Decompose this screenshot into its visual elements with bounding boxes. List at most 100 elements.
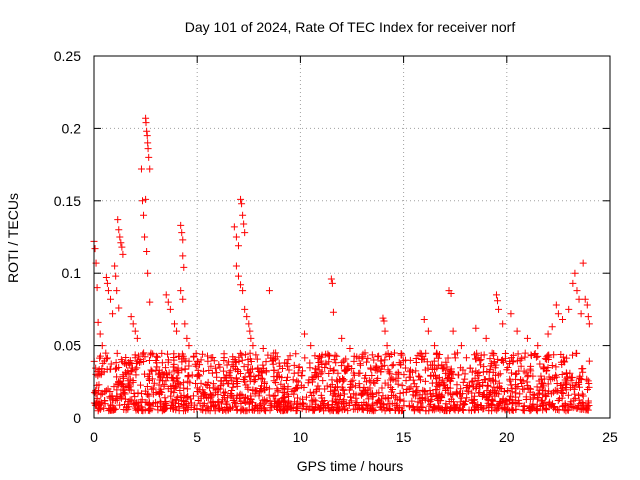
data-point [420, 316, 428, 324]
data-point [527, 406, 535, 414]
data-point [405, 373, 413, 381]
data-point [571, 269, 579, 277]
data-point [490, 351, 498, 359]
data-point [236, 349, 244, 357]
data-point [270, 377, 278, 385]
data-point [458, 405, 466, 413]
data-point [229, 383, 237, 391]
data-point [108, 396, 116, 404]
data-point [102, 349, 110, 357]
data-point [274, 406, 282, 414]
data-point [339, 403, 347, 411]
data-point [194, 397, 202, 405]
data-point [505, 360, 513, 368]
data-point [202, 407, 210, 415]
data-point [421, 377, 429, 385]
data-point [96, 354, 104, 362]
data-point [232, 262, 240, 270]
data-point [94, 318, 102, 326]
data-point [152, 388, 160, 396]
data-point [236, 390, 244, 398]
data-point [143, 127, 151, 135]
data-point [333, 399, 341, 407]
data-point [225, 358, 233, 366]
data-point [421, 366, 429, 374]
data-point [506, 392, 514, 400]
data-point [375, 397, 383, 405]
data-point [134, 389, 142, 397]
data-point [208, 392, 216, 400]
data-point [514, 350, 522, 358]
x-tick-label: 5 [193, 429, 201, 445]
data-point [542, 406, 550, 414]
data-point [146, 401, 154, 409]
data-point [233, 377, 241, 385]
data-point [359, 387, 367, 395]
data-point [207, 362, 215, 370]
data-point [337, 362, 345, 370]
data-point [524, 371, 532, 379]
x-tick-label: 15 [396, 429, 412, 445]
data-point [492, 291, 500, 299]
data-point [112, 272, 120, 280]
data-point [472, 367, 480, 375]
data-point [124, 405, 132, 413]
data-point [511, 389, 519, 397]
data-point [526, 388, 534, 396]
data-point [241, 351, 249, 359]
data-point [365, 395, 373, 403]
data-point [131, 393, 139, 401]
data-point [357, 390, 365, 398]
data-point [355, 354, 363, 362]
data-point [347, 383, 355, 391]
data-point [333, 352, 341, 360]
data-point [548, 362, 556, 370]
data-point [274, 388, 282, 396]
data-point [190, 406, 198, 414]
data-point [301, 354, 309, 362]
data-point [184, 373, 192, 381]
data-point [210, 357, 218, 365]
data-point [117, 239, 125, 247]
data-point [294, 394, 302, 402]
data-point [107, 295, 115, 303]
data-point [491, 364, 499, 372]
data-point [416, 399, 424, 407]
data-point [475, 389, 483, 397]
data-point [209, 384, 217, 392]
data-point [468, 368, 476, 376]
data-point [503, 401, 511, 409]
data-point [153, 352, 161, 360]
data-point [183, 385, 191, 393]
data-point [247, 358, 255, 366]
data-point [433, 386, 441, 394]
data-point [339, 374, 347, 382]
data-point [437, 397, 445, 405]
data-point [330, 387, 338, 395]
data-point [432, 391, 440, 399]
data-point [240, 363, 248, 371]
data-point [355, 380, 363, 388]
data-point [486, 355, 494, 363]
data-point [101, 400, 109, 408]
data-point [498, 399, 506, 407]
data-point [425, 402, 433, 410]
data-point [224, 379, 232, 387]
data-point [518, 380, 526, 388]
data-point [329, 308, 337, 316]
data-point [192, 362, 200, 370]
data-point [308, 373, 316, 381]
data-point [312, 365, 320, 373]
data-point [211, 407, 219, 415]
data-point [392, 370, 400, 378]
data-point [318, 368, 326, 376]
data-point [457, 385, 465, 393]
data-point [271, 355, 279, 363]
data-point [115, 378, 123, 386]
data-point [148, 405, 156, 413]
data-point [338, 358, 346, 366]
data-point [220, 350, 228, 358]
data-point [400, 371, 408, 379]
y-tick-label: 0.15 [54, 193, 81, 209]
data-point [299, 367, 307, 375]
